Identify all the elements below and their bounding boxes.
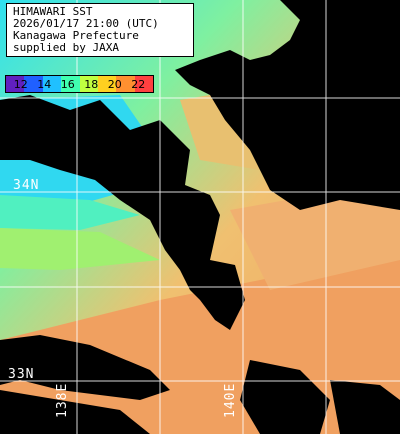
- lon-label-138e: 138E: [55, 382, 70, 418]
- colorbar-label-12: 12: [13, 77, 28, 91]
- honshu-land: [170, 0, 400, 210]
- colorbar-segment: [79, 76, 98, 92]
- colorbar-label-18: 18: [84, 77, 99, 91]
- colorbar-segment: [42, 76, 62, 92]
- colorbar-label-16: 16: [60, 77, 75, 91]
- east-cloud-mask-2: [330, 380, 400, 434]
- data-credit: supplied by JAXA: [13, 41, 119, 54]
- south-cloud-mask: [0, 335, 170, 400]
- colorbar-label-14: 14: [37, 77, 52, 91]
- east-cloud-mask: [240, 360, 330, 434]
- colorbar-segment: [116, 76, 135, 92]
- info-box: HIMAWARI SST 2026/01/17 21:00 (UTC) Kana…: [6, 3, 194, 57]
- product-title: HIMAWARI SST: [13, 5, 93, 18]
- mid-water-band: [0, 228, 160, 270]
- kuroshio-band: [230, 180, 400, 290]
- lat-label-33n: 33N: [8, 367, 35, 382]
- timestamp: 2026/01/17 21:00 (UTC): [13, 17, 159, 30]
- colorbar-segment: [6, 76, 25, 92]
- lat-label-34n: 34N: [13, 178, 40, 193]
- colorbar-segment: [61, 76, 80, 92]
- colorbar-label-20: 20: [107, 77, 122, 91]
- region-name: Kanagawa Prefecture: [13, 29, 139, 42]
- colorbar-labels: 12 14 16 18 20 22: [5, 75, 154, 93]
- colorbar-segment: [134, 76, 153, 92]
- cool-water-band: [0, 195, 140, 230]
- lon-label-140e: 140E: [223, 382, 238, 418]
- temperature-colorbar: [5, 75, 154, 93]
- colorbar-label-22: 22: [131, 77, 146, 91]
- south-cloud-mask-2: [0, 390, 150, 434]
- colorbar-segment: [97, 76, 117, 92]
- colorbar-segment: [24, 76, 43, 92]
- izu-peninsula-land: [0, 95, 245, 330]
